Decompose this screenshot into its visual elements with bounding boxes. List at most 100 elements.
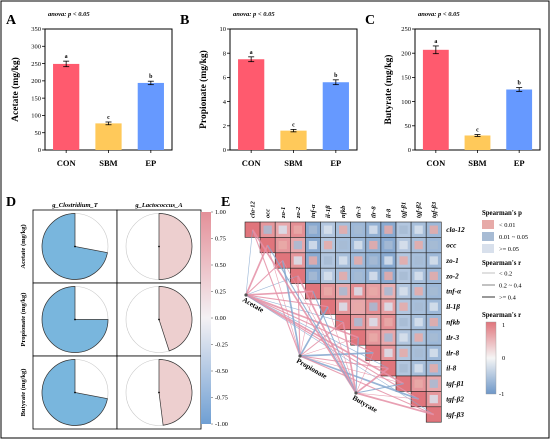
- significance-marker: [399, 302, 408, 311]
- y-axis-label: Acetate (mg/kg): [10, 57, 21, 122]
- node-label: Butyrate: [351, 394, 379, 415]
- bar-con: [238, 59, 265, 150]
- significance-marker: [278, 225, 287, 234]
- significance-marker: [429, 379, 438, 388]
- y-tick-label: 0: [38, 147, 41, 154]
- x-tick-label: CON: [242, 158, 262, 168]
- significance-marker: [369, 333, 378, 342]
- y-tick-label: 4: [223, 99, 227, 106]
- row-gene-label: tgf-β1: [446, 380, 464, 388]
- row-label: Butyrate (mg/kg): [20, 369, 27, 417]
- significance-marker: [414, 225, 423, 234]
- y-tick-label: 50: [35, 130, 42, 137]
- significance-marker: [338, 302, 348, 311]
- significance-marker: [323, 287, 333, 296]
- network-link: [281, 260, 301, 357]
- row-gene-label: tlr-3: [446, 334, 459, 342]
- significance-marker: [293, 256, 303, 265]
- y-tick-label: 300: [31, 43, 41, 50]
- x-tick-label: EP: [145, 158, 156, 168]
- significance-marker: [429, 302, 438, 311]
- column-gene-label: tlr-3: [355, 206, 362, 218]
- network-link: [327, 306, 357, 394]
- bar-con: [422, 49, 449, 151]
- significance-marker: [369, 287, 378, 296]
- colorbar-tick-label: 0.25: [215, 289, 226, 296]
- significance-marker: [354, 240, 363, 250]
- legend-scale-bar: [485, 321, 497, 395]
- significance-marker: [399, 271, 408, 281]
- legend-r-label: 0.2 ~ 0.4: [499, 282, 522, 289]
- pie-center-dot: [158, 391, 160, 394]
- significance-marker: [429, 348, 438, 358]
- colorbar-tick-label: 1.00: [215, 209, 226, 216]
- significance-marker: [293, 240, 303, 250]
- significance-marker: [369, 302, 378, 311]
- significance-marker: [429, 317, 438, 327]
- legend-r-label: < 0.2: [499, 270, 512, 277]
- pie-center-dot: [74, 318, 76, 321]
- significance-marker: [429, 287, 438, 296]
- row-gene-label: il-1β: [446, 303, 460, 311]
- significance-marker: [384, 348, 393, 358]
- row-label: Propionate (mg/kg): [20, 293, 27, 347]
- significance-marker: [323, 271, 333, 281]
- correlation-heatmap-panel: cla-12 occ zo-1 zo-2 tnf-α il-1β nfkb tlr-3 tlr-…: [241, 200, 528, 423]
- network-link: [297, 275, 301, 357]
- panel-letter-a: A: [6, 13, 17, 28]
- anova-annotation: anova: p < 0.05: [48, 11, 90, 18]
- panel-letter-d: D: [6, 195, 16, 210]
- y-tick-label: 200: [401, 50, 411, 57]
- colorbar-tick-label: 0.00: [215, 315, 226, 322]
- legend-p-swatch: [482, 232, 494, 241]
- pie-correlation-panel: g_Clostridium_T g_Lactococcus_A Acetate (m…: [20, 202, 228, 430]
- column-gene-label: tgf-β1: [401, 202, 408, 218]
- anova-annotation: anova: p < 0.05: [418, 11, 460, 18]
- network-link: [355, 383, 404, 394]
- significance-marker: [384, 240, 393, 250]
- legend-p-swatch: [482, 220, 494, 229]
- significance-letter: a: [434, 39, 437, 45]
- significance-marker: [338, 287, 348, 296]
- x-tick-label: CON: [57, 158, 77, 168]
- column-gene-label: il-1β: [325, 205, 332, 218]
- row-label: Acetate (mg/kg): [20, 224, 27, 268]
- row-gene-label: zo-1: [445, 257, 458, 265]
- y-tick-label: 6: [223, 75, 227, 82]
- y-tick-label: 50: [405, 123, 412, 130]
- y-tick-label: 350: [31, 26, 41, 33]
- legend-p-label: >= 0.05: [499, 246, 519, 253]
- row-gene-label: il-8: [446, 365, 456, 373]
- colorbar-tick-label: 0.50: [215, 262, 226, 269]
- significance-marker: [323, 240, 333, 250]
- network-link: [245, 294, 404, 385]
- colorbar-tick-label: -0.25: [215, 342, 228, 349]
- colorbar: [201, 212, 211, 424]
- significance-marker: [414, 333, 423, 342]
- legend-r-title: Spearman's r: [482, 260, 521, 267]
- legend-scale-max: 1: [502, 322, 505, 329]
- y-tick-label: 2: [223, 123, 226, 130]
- significance-letter: a: [65, 54, 68, 60]
- significance-marker: [354, 271, 363, 281]
- network-link: [245, 294, 344, 323]
- row-gene-label: nfkb: [446, 319, 460, 327]
- legend-scale-min: -1: [499, 391, 504, 398]
- bar-sbm: [464, 135, 491, 150]
- network-node: [244, 293, 248, 297]
- network-link: [245, 229, 253, 296]
- column-gene-label: cla-12: [250, 200, 257, 218]
- significance-marker: [354, 317, 363, 327]
- significance-marker: [384, 287, 393, 296]
- y-tick-label: 250: [31, 61, 41, 68]
- bar-ep: [137, 82, 164, 150]
- x-tick-label: EP: [330, 158, 341, 168]
- column-gene-label: tnf-α: [310, 204, 317, 218]
- column-gene-label: occ: [265, 209, 272, 218]
- significance-marker: [384, 271, 393, 281]
- heatmap-cell: [335, 314, 352, 331]
- x-tick-label: EP: [514, 158, 525, 168]
- legend-p-label: 0.01 ~ 0.05: [499, 234, 528, 241]
- significance-letter: a: [250, 50, 253, 56]
